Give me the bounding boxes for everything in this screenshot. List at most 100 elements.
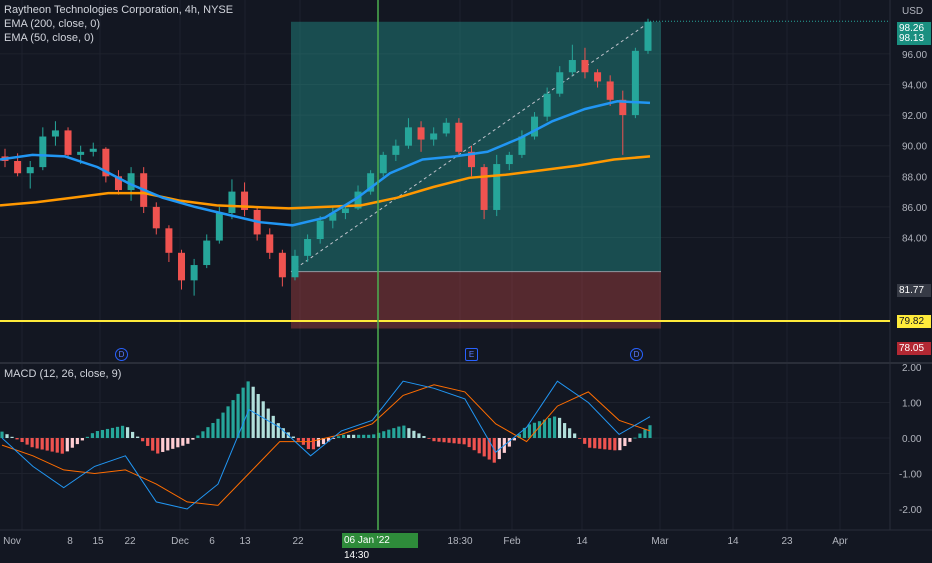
- macd-histogram-bar: [336, 436, 341, 438]
- candle-body: [114, 176, 122, 191]
- macd-histogram-bar: [447, 438, 451, 443]
- time-tick-label: Nov: [3, 536, 21, 547]
- macd-histogram-bar: [105, 428, 110, 438]
- price-tick-label: 96.00: [902, 50, 927, 61]
- macd-histogram-bar: [70, 438, 74, 448]
- candle-body: [203, 240, 211, 266]
- macd-histogram-bar: [392, 428, 396, 438]
- candle-body: [417, 127, 425, 140]
- macd-histogram-bar: [467, 438, 471, 448]
- price-tick-label: 86.00: [902, 203, 927, 214]
- high-price-tag: 98.26: [897, 22, 931, 35]
- candle-body: [26, 167, 34, 174]
- candle-body: [531, 116, 539, 137]
- stop-price-tag: 81.77: [897, 284, 931, 297]
- time-cursor-label: 06 Jan '22 14:30: [342, 533, 418, 561]
- macd-histogram-bar: [216, 418, 220, 438]
- macd-histogram-bar: [442, 438, 446, 443]
- macd-signal-line: [1, 384, 651, 506]
- last-price-tag: 98.13: [897, 32, 931, 45]
- macd-histogram-bar: [407, 428, 411, 438]
- macd-histogram-bar: [452, 438, 456, 444]
- candle-body: [619, 99, 627, 116]
- macd-histogram-bar: [537, 421, 542, 438]
- macd-tick-label: 2.00: [902, 363, 922, 374]
- macd-histogram-bar: [357, 434, 361, 438]
- macd-histogram-bar: [95, 431, 100, 438]
- macd-histogram-bar: [326, 438, 331, 442]
- macd-histogram-bar: [472, 438, 476, 451]
- macd-histogram-bar: [90, 433, 95, 438]
- dividend-marker[interactable]: D: [115, 348, 128, 361]
- macd-histogram-bar: [281, 428, 285, 438]
- macd-histogram-bar: [201, 431, 205, 438]
- macd-histogram-bar: [35, 438, 39, 449]
- symbol-title[interactable]: Raytheon Technologies Corporation, 4h, N…: [4, 4, 234, 16]
- candle-body: [165, 228, 173, 253]
- macd-histogram-bar: [568, 428, 572, 438]
- macd-histogram-bar: [643, 429, 647, 438]
- ema200-line: [0, 155, 651, 210]
- macd-histogram-bar: [80, 438, 84, 441]
- candle-body: [367, 173, 375, 192]
- macd-histogram-bar: [151, 438, 155, 451]
- candle-body: [581, 60, 589, 73]
- macd-histogram-bar: [226, 406, 230, 438]
- macd-histogram-bar: [131, 431, 135, 438]
- candle-body: [51, 130, 59, 137]
- macd-histogram-bar: [603, 438, 607, 450]
- candle-body: [493, 164, 501, 210]
- macd-histogram-bar: [422, 435, 426, 438]
- dividend-marker[interactable]: D: [630, 348, 643, 361]
- macd-tick-label: 1.00: [902, 399, 922, 410]
- macd-histogram-bar: [276, 423, 280, 438]
- time-tick-label: 18:30: [447, 536, 472, 547]
- macd-histogram-bar: [608, 438, 612, 450]
- candle-body: [467, 151, 475, 168]
- candle-body: [354, 191, 362, 209]
- ema50-legend[interactable]: EMA (50, close, 0): [4, 32, 94, 44]
- macd-histogram-bar: [166, 438, 170, 451]
- time-tick-label: 8: [67, 536, 73, 547]
- macd-histogram-bar: [115, 426, 120, 438]
- macd-histogram-bar: [593, 438, 597, 449]
- macd-histogram-bar: [512, 438, 516, 441]
- candle-body: [379, 154, 387, 174]
- macd-histogram-bar: [542, 419, 547, 438]
- chart-canvas[interactable]: 96.00 94.00 92.00 90.00 88.00 86.00 84.00 2.00 1…: [0, 0, 932, 550]
- candle-body: [505, 154, 513, 165]
- macd-histogram-bar: [457, 438, 461, 444]
- candle-body: [291, 255, 299, 278]
- price-tick-label: 94.00: [902, 81, 927, 92]
- macd-tick-label: -2.00: [899, 505, 922, 516]
- macd-histogram-bar: [146, 438, 150, 446]
- ema200-legend[interactable]: EMA (200, close, 0): [4, 18, 100, 30]
- macd-tick-label: 0.00: [902, 434, 922, 445]
- macd-histogram-bar: [15, 438, 19, 440]
- candle-body: [606, 81, 614, 100]
- trade-path-line: [290, 21, 651, 273]
- macd-histogram-bar: [246, 381, 250, 438]
- candle-body: [77, 151, 85, 155]
- macd-histogram-bar: [50, 438, 54, 452]
- earnings-marker[interactable]: E: [465, 348, 478, 361]
- macd-histogram-bar: [613, 438, 617, 451]
- candle-body: [430, 133, 438, 140]
- macd-histogram-bar: [321, 438, 326, 445]
- macd-histogram-bar: [60, 438, 64, 454]
- macd-histogram-bar: [316, 438, 321, 447]
- macd-histogram-bar: [55, 438, 59, 453]
- candle-body: [178, 252, 186, 281]
- macd-tick-label: -1.00: [899, 470, 922, 481]
- macd-histogram-bar: [306, 438, 311, 449]
- macd-histogram-bar: [141, 438, 145, 442]
- macd-histogram-bar: [241, 387, 245, 438]
- candle-body: [568, 60, 576, 73]
- candle-body: [556, 72, 564, 94]
- candle-body: [152, 206, 160, 229]
- macd-histogram-bar: [30, 438, 34, 448]
- macd-histogram-bar: [85, 436, 89, 438]
- macd-histogram-bar: [618, 438, 622, 451]
- time-tick-label: 22: [292, 536, 304, 547]
- macd-title[interactable]: MACD (12, 26, close, 9): [4, 368, 122, 380]
